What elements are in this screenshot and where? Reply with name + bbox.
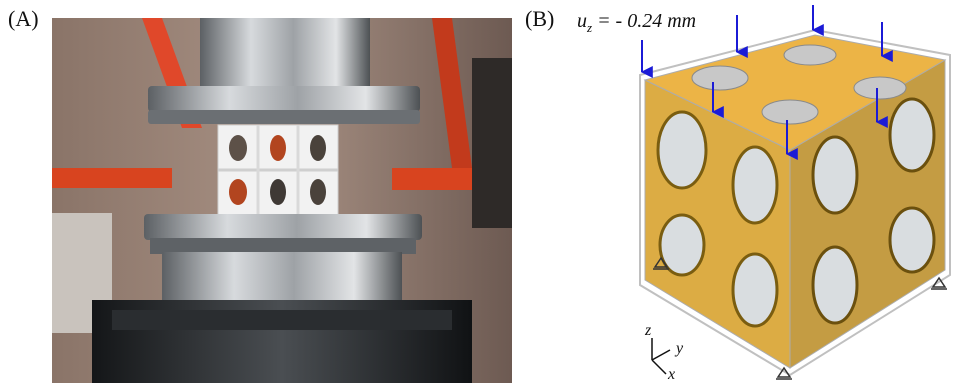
orange-frame [52,18,512,333]
lower-platen [144,214,422,302]
load-arrows [640,5,893,160]
panel-label-a: (A) [8,6,39,31]
upper-platen [148,18,420,124]
lattice-fe-model [639,5,951,380]
displacement-label: uz = - 0.24 mm [577,10,697,35]
axis-label-z: z [645,322,652,339]
axis-label-x: x [668,366,676,383]
compression-test-photo [52,18,512,383]
axis-triad [651,338,671,375]
panel-label-b: (B) [525,6,555,31]
support-symbols [653,256,947,380]
left-face-holes [656,110,779,328]
top-holes [691,44,907,125]
right-face-holes [811,97,936,325]
lattice-specimen [217,124,339,216]
axis-label-y: y [676,340,684,357]
